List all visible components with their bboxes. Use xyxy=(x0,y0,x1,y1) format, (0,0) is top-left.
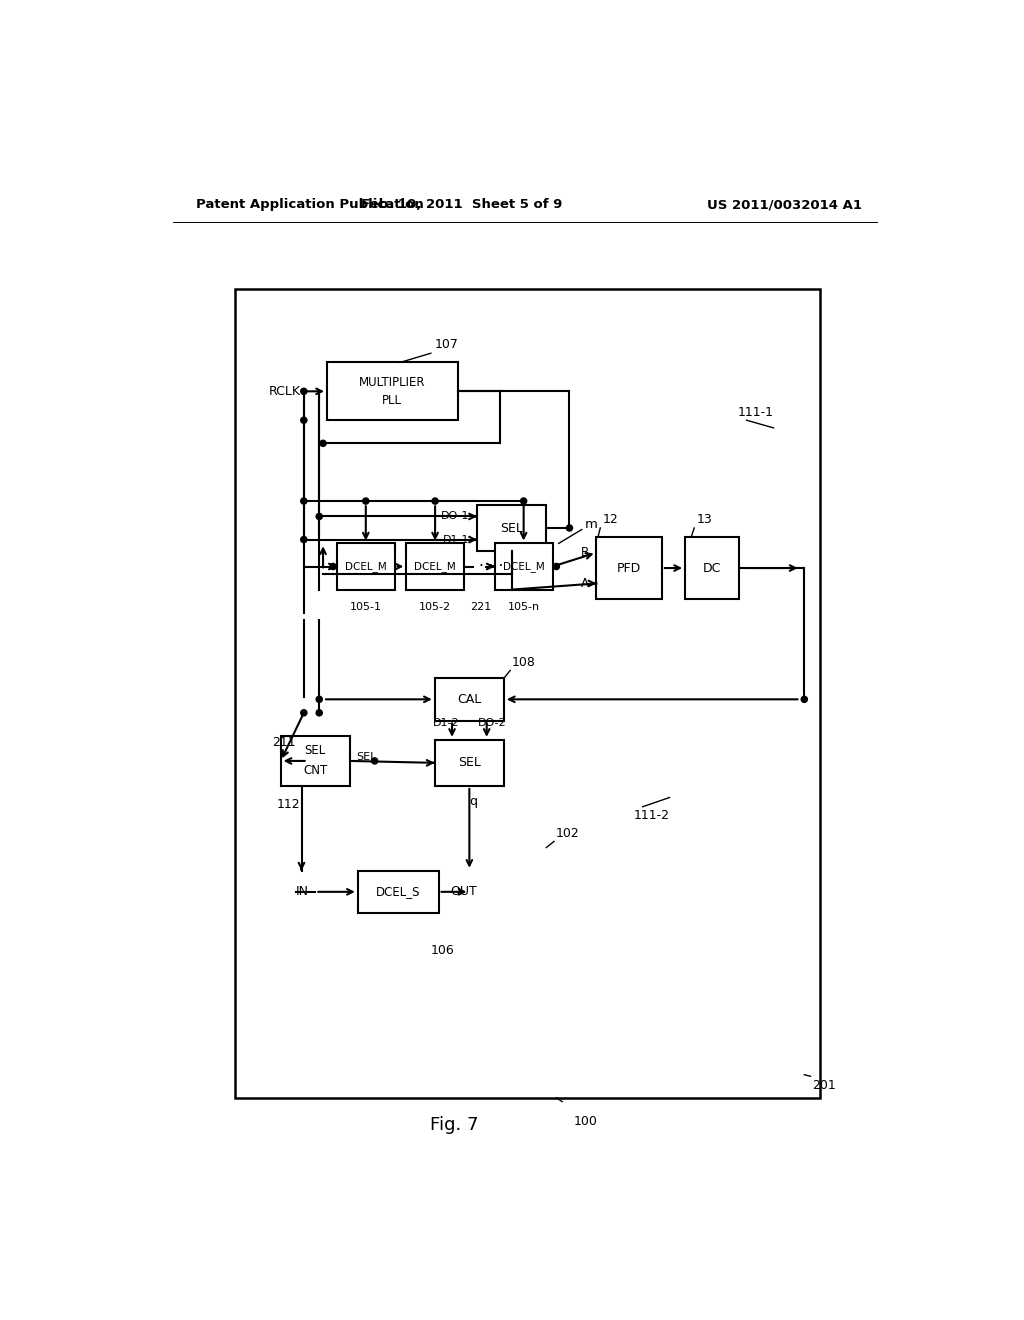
Bar xyxy=(327,363,458,420)
Circle shape xyxy=(301,498,307,504)
Bar xyxy=(596,537,662,599)
Bar xyxy=(435,678,504,721)
Bar xyxy=(685,537,739,599)
Circle shape xyxy=(301,417,307,424)
Text: 12: 12 xyxy=(602,512,618,525)
Text: SEL: SEL xyxy=(501,521,523,535)
Text: A: A xyxy=(581,577,589,590)
Circle shape xyxy=(432,498,438,504)
Text: CNT: CNT xyxy=(303,764,328,777)
Text: Feb. 10, 2011  Sheet 5 of 9: Feb. 10, 2011 Sheet 5 of 9 xyxy=(361,198,562,211)
Text: Patent Application Publication: Patent Application Publication xyxy=(196,198,424,211)
Text: DCEL_S: DCEL_S xyxy=(376,886,421,899)
Circle shape xyxy=(801,696,807,702)
Bar xyxy=(337,544,394,590)
Text: DC: DC xyxy=(702,561,721,574)
Text: 102: 102 xyxy=(556,826,580,840)
Text: B: B xyxy=(581,546,589,560)
Text: 108: 108 xyxy=(512,656,536,669)
Circle shape xyxy=(316,710,323,715)
Text: 211: 211 xyxy=(272,737,296,748)
Text: US 2011/0032014 A1: US 2011/0032014 A1 xyxy=(707,198,862,211)
Text: SEL: SEL xyxy=(305,744,326,758)
Text: 105-1: 105-1 xyxy=(350,602,382,612)
Text: 105-n: 105-n xyxy=(508,602,540,612)
Circle shape xyxy=(316,513,323,520)
Circle shape xyxy=(362,498,369,504)
Bar xyxy=(392,663,674,797)
Text: DCEL_M: DCEL_M xyxy=(415,561,456,572)
Text: DO-1: DO-1 xyxy=(441,511,469,521)
Bar xyxy=(273,428,777,609)
Circle shape xyxy=(330,564,336,570)
Circle shape xyxy=(520,498,526,504)
Text: 201: 201 xyxy=(812,1078,836,1092)
Text: DCEL_M: DCEL_M xyxy=(345,561,387,572)
Text: RCLK: RCLK xyxy=(269,385,301,397)
Circle shape xyxy=(553,564,559,570)
Text: SEL: SEL xyxy=(458,756,481,770)
Bar xyxy=(281,737,350,785)
Text: q: q xyxy=(469,795,477,808)
Text: D1-1: D1-1 xyxy=(442,535,469,545)
Text: MULTIPLIER: MULTIPLIER xyxy=(359,376,426,388)
Bar xyxy=(327,502,550,609)
Circle shape xyxy=(316,696,323,702)
Text: DCEL_M: DCEL_M xyxy=(503,561,545,572)
Text: CAL: CAL xyxy=(458,693,481,706)
Bar xyxy=(357,871,438,913)
Bar xyxy=(234,289,819,1098)
Text: DO-2: DO-2 xyxy=(478,718,507,729)
Text: 105-2: 105-2 xyxy=(419,602,452,612)
Text: Fig. 7: Fig. 7 xyxy=(430,1115,478,1134)
Text: D1-2: D1-2 xyxy=(433,718,460,729)
Text: 100: 100 xyxy=(573,1114,598,1127)
Bar xyxy=(261,420,788,620)
Text: SEL: SEL xyxy=(356,752,377,762)
Circle shape xyxy=(372,758,378,764)
Text: 112: 112 xyxy=(276,797,300,810)
Bar xyxy=(407,544,464,590)
Bar xyxy=(477,506,547,552)
Text: OUT: OUT xyxy=(451,886,477,899)
Bar xyxy=(435,739,504,785)
Text: 111-1: 111-1 xyxy=(737,405,773,418)
Text: m: m xyxy=(585,517,597,531)
Text: 111-2: 111-2 xyxy=(634,809,670,822)
Circle shape xyxy=(566,525,572,531)
Text: PLL: PLL xyxy=(382,395,402,407)
Text: 13: 13 xyxy=(696,512,713,525)
Text: IN: IN xyxy=(296,886,309,899)
Text: 221: 221 xyxy=(470,602,492,612)
Text: PFD: PFD xyxy=(617,561,641,574)
Text: 107: 107 xyxy=(435,338,459,351)
Text: 106: 106 xyxy=(430,944,455,957)
Bar xyxy=(339,847,547,932)
Circle shape xyxy=(301,710,307,715)
Bar xyxy=(250,405,804,1074)
Bar xyxy=(495,544,553,590)
Circle shape xyxy=(301,536,307,543)
Circle shape xyxy=(319,441,326,446)
Circle shape xyxy=(301,388,307,395)
Text: · · ·: · · · xyxy=(479,558,504,574)
